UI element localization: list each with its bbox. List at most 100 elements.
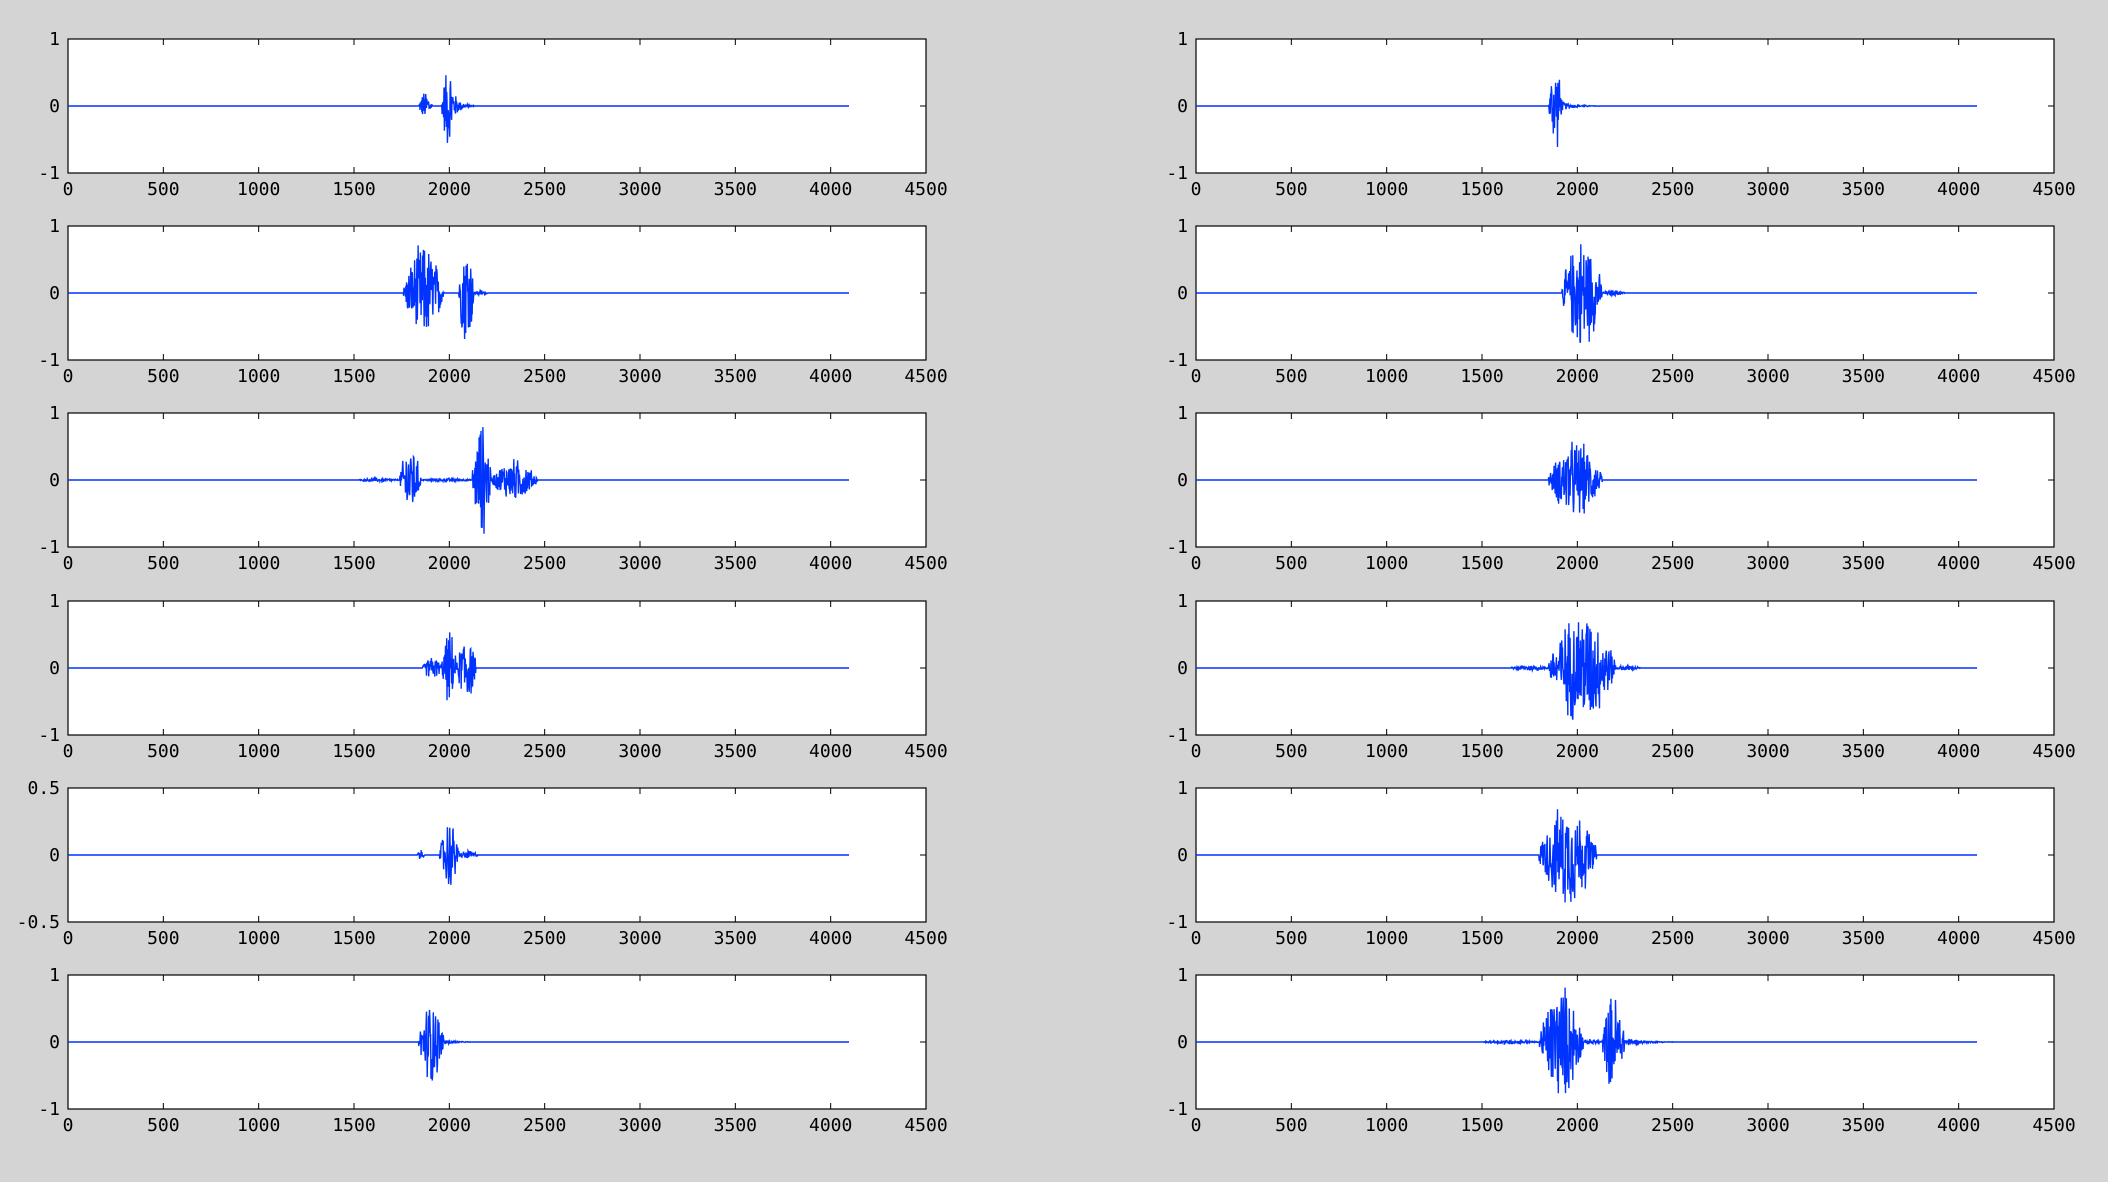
x-tick-label: 3500 — [714, 366, 757, 387]
x-tick-label: 3500 — [714, 741, 757, 762]
subplot-row2-left: 0 500 1000 1500 2000 2500 3000 3500 4000 4500-101 — [38, 216, 947, 387]
x-tick-label: 2000 — [428, 179, 471, 200]
x-tick-label: 4500 — [904, 179, 947, 200]
x-tick-label: 3000 — [618, 1115, 661, 1136]
x-tick-label: 1500 — [332, 553, 375, 574]
y-tick-label: -1 — [1166, 163, 1188, 184]
x-tick-label: 0 — [63, 553, 74, 574]
waveform-line — [68, 75, 849, 143]
x-tick-label: 4500 — [2032, 553, 2075, 574]
x-tick-label: 4000 — [1937, 1115, 1980, 1136]
y-tick-label: 1 — [1177, 965, 1188, 986]
x-tick-label: 1000 — [1365, 179, 1408, 200]
x-tick-label: 500 — [147, 366, 180, 387]
x-tick-label: 3000 — [618, 553, 661, 574]
x-tick-label: 1000 — [1365, 741, 1408, 762]
x-tick-label: 0 — [1191, 553, 1202, 574]
x-tick-label: 1000 — [1365, 366, 1408, 387]
x-tick-label: 500 — [147, 741, 180, 762]
x-tick-label: 4000 — [1937, 179, 1980, 200]
waveform-line — [68, 632, 849, 701]
x-tick-label: 3500 — [714, 1115, 757, 1136]
x-tick-label: 1500 — [332, 179, 375, 200]
y-tick-label: -0.5 — [17, 912, 60, 933]
y-tick-label: -1 — [1166, 725, 1188, 746]
x-tick-label: 2000 — [1556, 366, 1599, 387]
x-tick-label: 2500 — [1651, 741, 1694, 762]
x-tick-label: 1500 — [1460, 366, 1503, 387]
x-tick-label: 1000 — [237, 928, 280, 949]
x-tick-label: 3500 — [1842, 928, 1885, 949]
y-tick-label: -1 — [38, 163, 60, 184]
x-tick-label: 3500 — [714, 179, 757, 200]
y-tick-label: 0 — [1177, 96, 1188, 117]
x-tick-label: 2500 — [1651, 928, 1694, 949]
y-tick-label: 0 — [49, 845, 60, 866]
subplot-row2-right: 0 500 1000 1500 2000 2500 3000 3500 4000 4500-101 — [1166, 216, 2075, 387]
y-tick-label: 1 — [49, 965, 60, 986]
x-tick-label: 3000 — [1746, 741, 1789, 762]
x-tick-label: 3000 — [1746, 179, 1789, 200]
subplot-row6-left: 0 500 1000 1500 2000 2500 3000 3500 4000 4500-101 — [38, 965, 947, 1136]
y-tick-label: -1 — [38, 350, 60, 371]
waveform-line — [1196, 441, 1977, 514]
x-tick-label: 3000 — [618, 366, 661, 387]
y-tick-label: 0 — [1177, 1032, 1188, 1053]
y-tick-label: 1 — [1177, 216, 1188, 237]
x-tick-label: 1000 — [237, 553, 280, 574]
x-tick-label: 3500 — [1842, 179, 1885, 200]
x-tick-label: 0 — [63, 928, 74, 949]
x-tick-label: 2500 — [523, 1115, 566, 1136]
x-tick-label: 4000 — [809, 741, 852, 762]
x-tick-label: 4500 — [2032, 928, 2075, 949]
x-tick-label: 3500 — [1842, 366, 1885, 387]
x-tick-label: 3000 — [1746, 553, 1789, 574]
x-tick-label: 500 — [1275, 553, 1308, 574]
x-tick-label: 2000 — [428, 553, 471, 574]
y-tick-label: 0 — [49, 96, 60, 117]
subplot-row5-left: 0 500 1000 1500 2000 2500 3000 3500 4000 4500 -0.5… — [17, 778, 948, 949]
x-tick-label: 0 — [1191, 741, 1202, 762]
x-tick-label: 4000 — [1937, 741, 1980, 762]
x-tick-label: 2000 — [1556, 741, 1599, 762]
x-tick-label: 1000 — [1365, 928, 1408, 949]
x-tick-label: 3500 — [1842, 741, 1885, 762]
y-tick-label: -1 — [1166, 1099, 1188, 1120]
y-tick-label: 0.5 — [27, 778, 60, 799]
y-tick-label: -1 — [1166, 537, 1188, 558]
x-tick-label: 2500 — [523, 179, 566, 200]
x-tick-label: 1500 — [1460, 179, 1503, 200]
x-tick-label: 1000 — [237, 1115, 280, 1136]
x-tick-label: 2500 — [523, 553, 566, 574]
x-tick-label: 4500 — [904, 741, 947, 762]
y-tick-label: 1 — [1177, 778, 1188, 799]
y-tick-label: -1 — [38, 1099, 60, 1120]
waveform-line — [68, 827, 849, 885]
y-tick-label: 1 — [49, 216, 60, 237]
x-tick-label: 4000 — [809, 179, 852, 200]
y-tick-label: 0 — [1177, 845, 1188, 866]
x-tick-label: 4500 — [2032, 1115, 2075, 1136]
x-tick-label: 0 — [1191, 179, 1202, 200]
x-tick-label: 3500 — [714, 553, 757, 574]
x-tick-label: 4000 — [809, 366, 852, 387]
x-tick-label: 0 — [1191, 366, 1202, 387]
x-tick-label: 4000 — [809, 553, 852, 574]
subplot-row6-right: 0 500 1000 1500 2000 2500 3000 3500 4000 4500-101 — [1166, 965, 2075, 1136]
x-tick-label: 4500 — [904, 553, 947, 574]
x-tick-label: 0 — [63, 366, 74, 387]
waveform-line — [1196, 244, 1977, 344]
x-tick-label: 500 — [147, 553, 180, 574]
x-tick-label: 0 — [63, 741, 74, 762]
x-tick-label: 500 — [1275, 179, 1308, 200]
x-tick-label: 2500 — [1651, 1115, 1694, 1136]
y-tick-label: 0 — [49, 283, 60, 304]
x-tick-label: 2000 — [428, 1115, 471, 1136]
waveform-line — [1196, 622, 1977, 720]
waveform-line — [1196, 809, 1977, 903]
y-tick-label: 1 — [1177, 591, 1188, 612]
x-tick-label: 2000 — [428, 366, 471, 387]
x-tick-label: 0 — [63, 179, 74, 200]
x-tick-label: 500 — [1275, 1115, 1308, 1136]
y-tick-label: 1 — [1177, 403, 1188, 424]
